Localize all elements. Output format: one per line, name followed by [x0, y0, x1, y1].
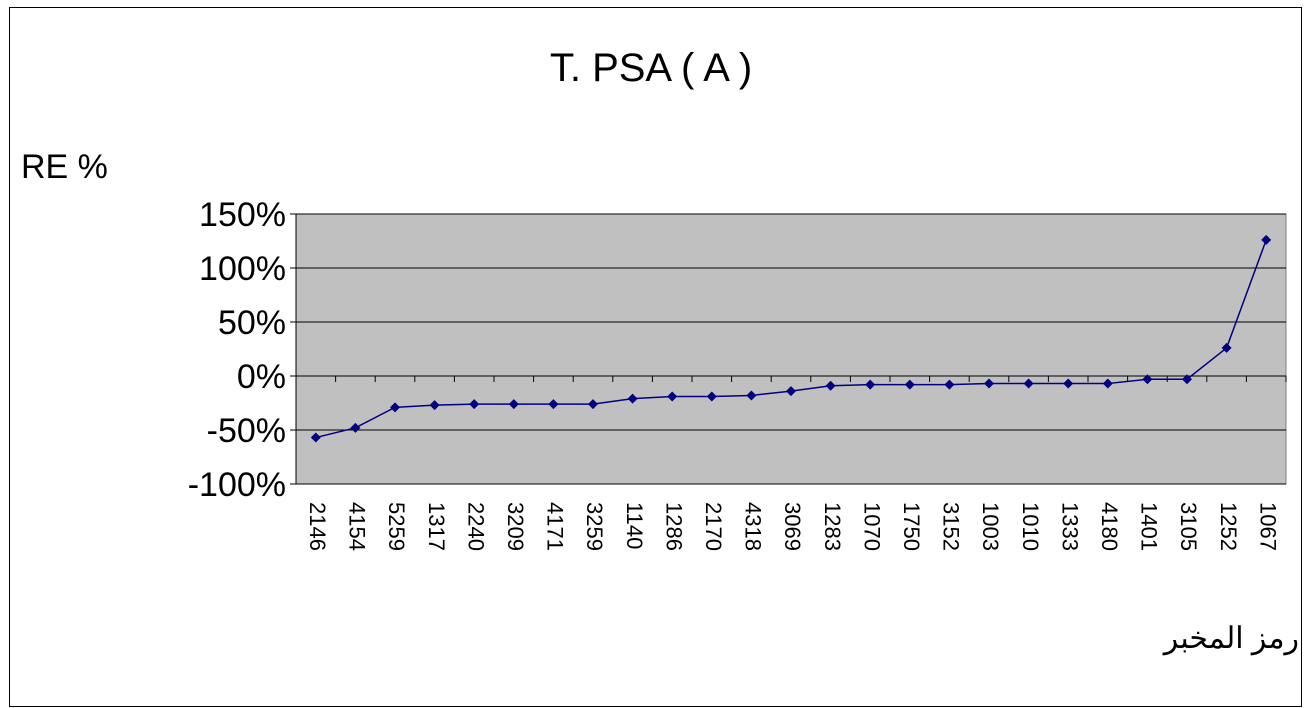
data-point [390, 402, 400, 413]
x-tick-label: 2170 [701, 502, 726, 551]
x-tick-label: 1286 [661, 502, 686, 551]
data-point [706, 391, 717, 402]
data-point [350, 422, 361, 433]
chart-frame: T. PSA ( A ) RE % 150% 100% 50% 0% -50% -100%… [9, 7, 1302, 707]
x-axis-title: رمز المخبر [1162, 622, 1299, 656]
data-point [944, 379, 955, 390]
y-tick-label: 100% [199, 250, 286, 288]
data-point [627, 393, 638, 404]
y-tick-label: -100% [188, 466, 286, 504]
x-tick-label: 1003 [978, 502, 1003, 551]
x-tick-label: 1333 [1057, 502, 1082, 551]
x-tick-label: 5259 [384, 502, 409, 551]
x-tick-label: 1252 [1216, 502, 1241, 551]
data-point [746, 390, 757, 401]
data-point [1023, 378, 1034, 389]
data-point [1182, 374, 1192, 385]
x-tick-label: 4154 [345, 502, 370, 551]
plot-area: 150% 100% 50% 0% -50% -100% 2146 4154 5259 1317 22… [188, 196, 1287, 551]
data-point [1063, 378, 1074, 389]
x-tick-label: 1401 [1137, 502, 1162, 551]
y-tick-label: -50% [207, 412, 286, 450]
x-tick-label: 3259 [582, 502, 607, 551]
x-tick-label: 1750 [899, 502, 924, 551]
data-point [469, 399, 480, 410]
data-point [508, 399, 519, 410]
data-point [429, 400, 440, 411]
x-tick-label: 1010 [1018, 502, 1043, 551]
plot-background [295, 213, 1287, 485]
data-point [865, 379, 876, 390]
data-point [548, 399, 559, 410]
data-point [1221, 342, 1232, 353]
data-point [1261, 234, 1272, 245]
x-tick-label: 4171 [543, 502, 568, 551]
y-axis-title: RE % [21, 148, 108, 186]
x-tick-label: 1317 [424, 502, 449, 551]
data-point [786, 386, 796, 397]
data-point [1142, 374, 1153, 385]
x-tick-label: 1140 [622, 502, 647, 549]
x-tick-label: 4180 [1097, 502, 1122, 551]
data-point [984, 378, 994, 389]
data-point [667, 391, 678, 402]
data-point [825, 380, 836, 391]
data-point [1102, 378, 1113, 389]
x-tick-label: 2240 [463, 502, 488, 551]
x-tick-label: 4318 [741, 502, 766, 551]
x-tick-label: 3069 [780, 502, 805, 551]
x-tick-label: 1070 [859, 502, 884, 551]
x-tick-label: 3152 [939, 502, 964, 551]
x-tick-label: 3209 [503, 502, 528, 551]
chart-title: T. PSA ( A ) [550, 46, 752, 90]
y-tick-label: 50% [218, 304, 286, 342]
x-tick-label: 3105 [1176, 502, 1201, 551]
x-tick-label: 1283 [820, 502, 845, 551]
x-tick-label: 2146 [305, 502, 330, 551]
chart: T. PSA ( A ) RE % 150% 100% 50% 0% -50% -100%… [21, 46, 1299, 656]
x-tick-label: 1067 [1255, 502, 1280, 551]
data-point [588, 399, 598, 410]
y-tick-label: 0% [237, 358, 286, 396]
data-point [904, 379, 915, 390]
data-point [310, 432, 321, 443]
y-tick-label: 150% [199, 196, 286, 234]
